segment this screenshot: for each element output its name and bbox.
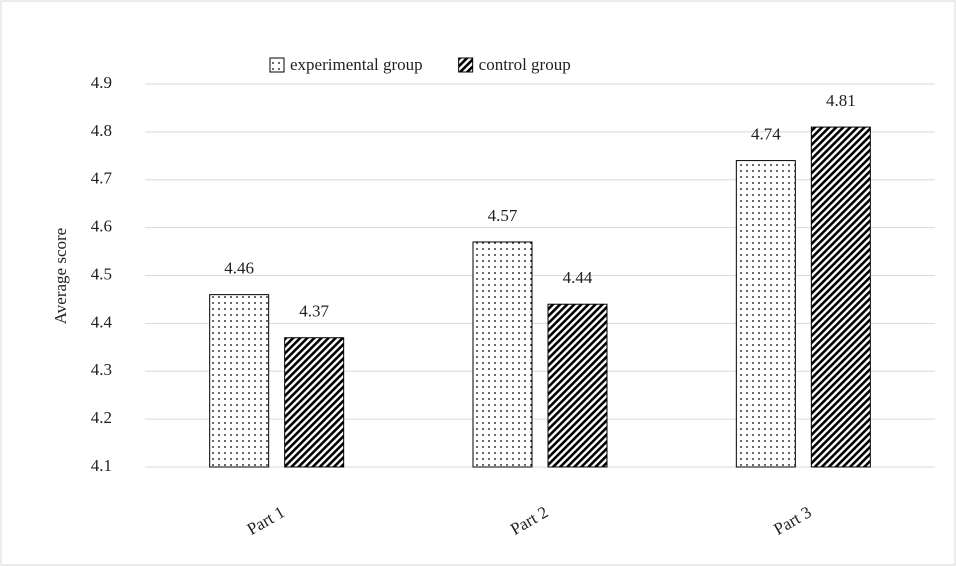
bar — [284, 337, 345, 468]
bar — [810, 126, 871, 468]
x-tick-label: Part 1 — [244, 502, 288, 539]
bar — [735, 160, 796, 468]
value-label: 4.81 — [826, 91, 856, 110]
value-label: 4.37 — [299, 302, 329, 321]
legend-label: control group — [479, 55, 571, 74]
y-tick-label: 4.2 — [91, 408, 112, 427]
value-label: 4.57 — [488, 206, 518, 225]
legend-swatch — [458, 57, 474, 73]
y-tick-label: 4.6 — [91, 217, 112, 236]
legend-swatch — [269, 57, 285, 73]
y-tick-label: 4.3 — [91, 360, 112, 379]
y-tick-label: 4.1 — [91, 456, 112, 475]
x-tick-label: Part 3 — [770, 502, 814, 539]
x-tick-label: Part 2 — [507, 502, 551, 539]
value-label: 4.74 — [751, 125, 781, 144]
y-tick-label: 4.9 — [91, 73, 112, 92]
bar — [472, 241, 533, 468]
y-tick-label: 4.8 — [91, 121, 112, 140]
bar — [547, 303, 608, 468]
legend-label: experimental group — [290, 55, 423, 74]
value-label: 4.44 — [563, 268, 593, 287]
value-label: 4.46 — [224, 259, 254, 278]
bar — [209, 294, 270, 468]
y-tick-label: 4.7 — [91, 169, 113, 188]
y-axis-label: Average score — [51, 228, 70, 324]
y-tick-label: 4.4 — [91, 312, 113, 331]
y-tick-label: 4.5 — [91, 264, 112, 283]
